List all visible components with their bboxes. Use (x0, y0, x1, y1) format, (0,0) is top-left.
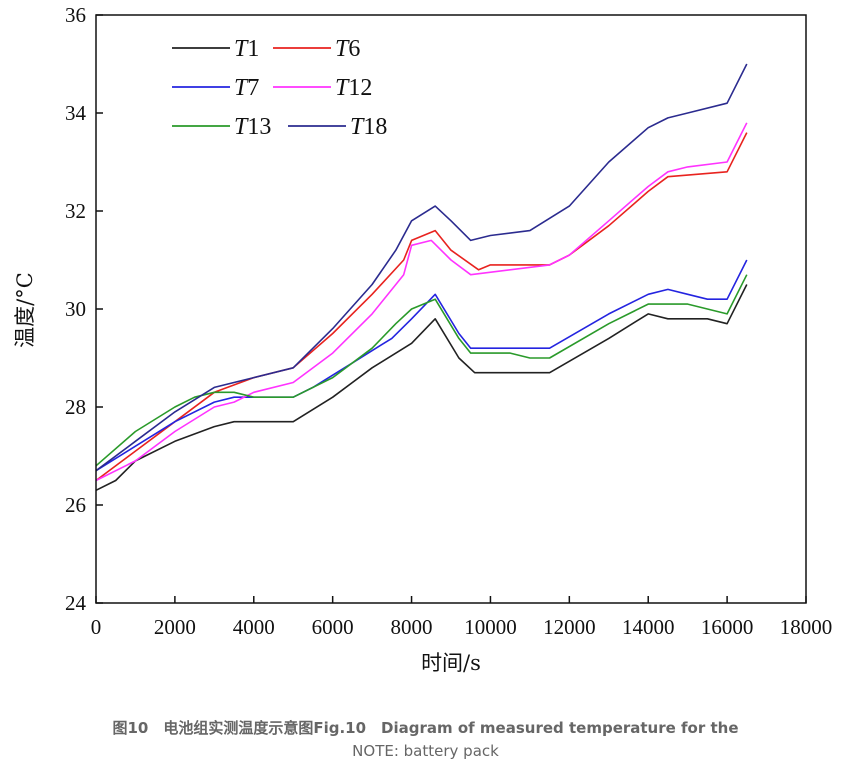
x-tick-label: 18000 (780, 615, 833, 639)
tick-layer: 0 2000 4000 6000 8000 10000 12000 14000 16000 180… (65, 3, 832, 639)
y-axis-title: 温度/°C (13, 272, 37, 348)
legend-label-t1: T1 (234, 36, 259, 62)
x-tick-label: 6000 (312, 615, 354, 639)
legend-label-t7: T7 (234, 75, 259, 101)
y-tick-label: 34 (65, 101, 87, 125)
plot-frame (95, 14, 807, 604)
x-tick-label: 16000 (701, 615, 754, 639)
series-line-t6 (95, 132, 748, 482)
legend-label-t6: T6 (335, 36, 360, 62)
x-tick-label: 12000 (543, 615, 596, 639)
series-line-t13 (95, 274, 748, 467)
legend: T1 T6 T7 T12 T13 T18 (172, 36, 387, 140)
series-line-t12 (95, 122, 748, 482)
y-tick-label: 24 (65, 591, 87, 615)
y-tick-label: 28 (65, 395, 86, 419)
figure-caption: 图10 电池组实测温度示意图Fig.10 Diagram of measured… (112, 719, 739, 737)
legend-label-t12: T12 (335, 75, 372, 101)
series-layer (95, 63, 748, 492)
x-tick-label: 2000 (154, 615, 196, 639)
x-tick-label: 4000 (233, 615, 275, 639)
legend-label-t18: T18 (350, 114, 387, 140)
figure-caption-note: NOTE: battery pack (352, 742, 499, 760)
x-tick-label: 8000 (391, 615, 433, 639)
x-axis-title: 时间/s (421, 651, 481, 675)
temperature-chart: 0 2000 4000 6000 8000 10000 12000 14000 16000 180… (13, 3, 832, 675)
x-tick-label: 10000 (464, 615, 517, 639)
series-line-t1 (95, 284, 748, 492)
series-line-t18 (95, 63, 748, 472)
y-tick-label: 30 (65, 297, 86, 321)
x-tick-label: 14000 (622, 615, 675, 639)
y-tick-label: 36 (65, 3, 86, 27)
x-tick-label: 0 (91, 615, 102, 639)
y-tick-label: 32 (65, 199, 86, 223)
legend-label-t13: T13 (234, 114, 271, 140)
series-line-t7 (95, 259, 748, 472)
y-tick-label: 26 (65, 493, 86, 517)
